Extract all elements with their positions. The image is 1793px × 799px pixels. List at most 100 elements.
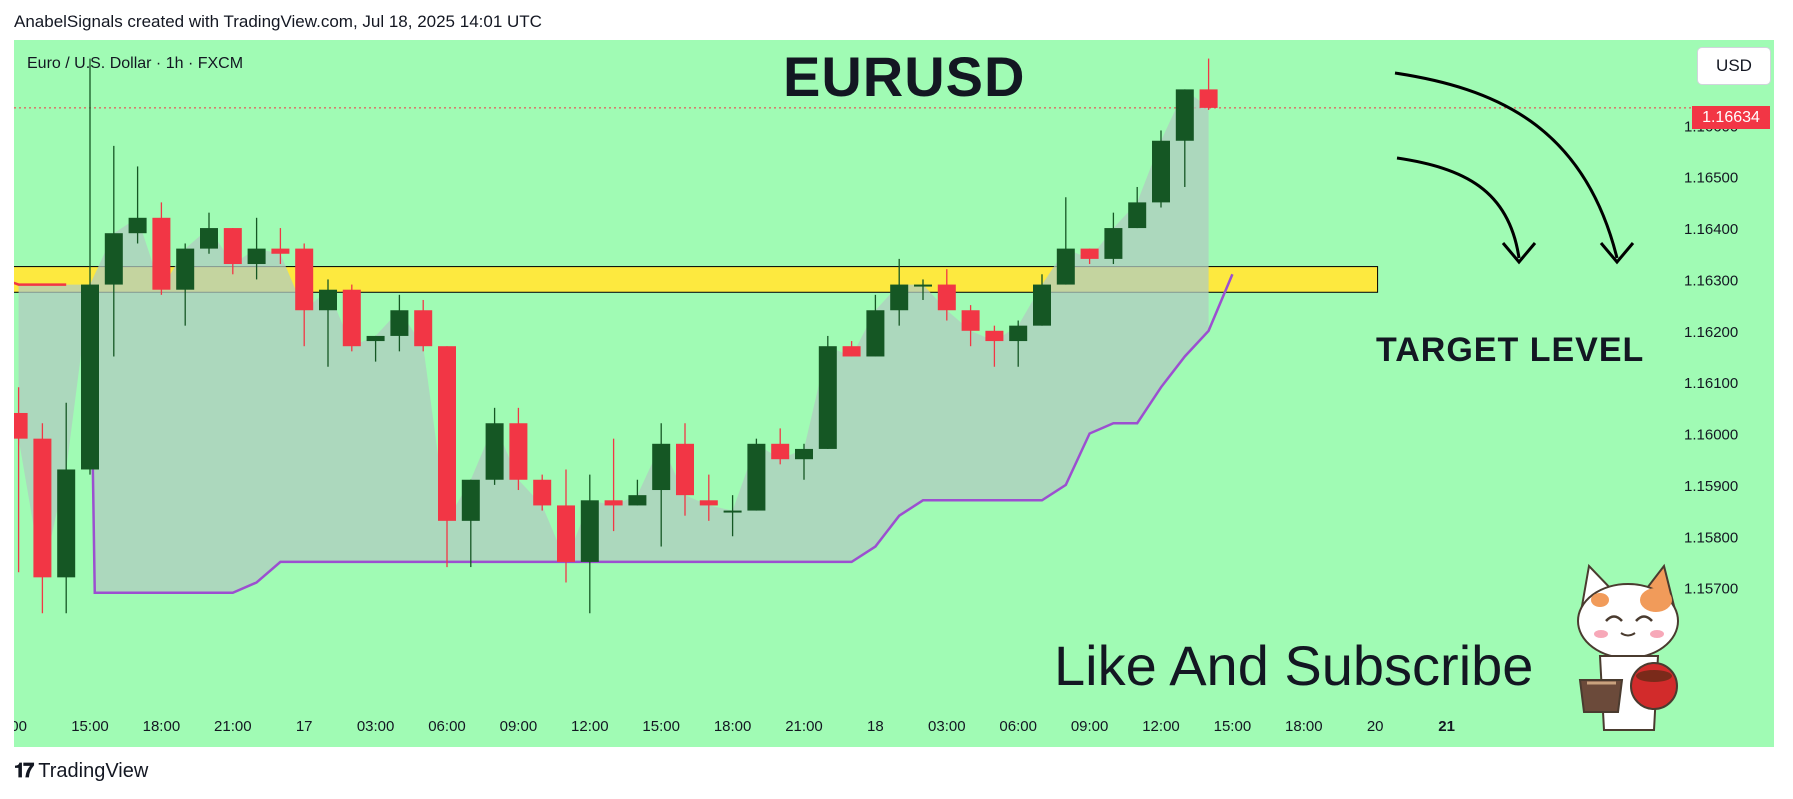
candle-body	[461, 479, 480, 521]
x-tick-label: 03:00	[928, 718, 966, 735]
candle-27[interactable]	[652, 423, 671, 547]
candle-10[interactable]	[247, 217, 266, 280]
candle-29[interactable]	[699, 474, 718, 521]
candle-body	[723, 510, 742, 513]
candle-45[interactable]	[1080, 248, 1099, 265]
candle-3[interactable]	[81, 58, 99, 475]
candle-9[interactable]	[223, 228, 242, 275]
candle-50[interactable]	[1199, 58, 1218, 110]
candle-body	[676, 443, 694, 496]
candle-40[interactable]	[961, 305, 980, 347]
candle-body	[1128, 202, 1147, 229]
trail-line	[88, 273, 1234, 594]
candle-body	[842, 346, 861, 357]
y-tick-label: 1.16200	[1684, 324, 1738, 341]
cat-mascot-icon	[1577, 563, 1679, 731]
candle-2[interactable]	[57, 402, 76, 614]
candle-15[interactable]	[366, 335, 385, 362]
trail-line-red-segment	[14, 281, 67, 286]
candle-32[interactable]	[771, 428, 790, 465]
candle-12[interactable]	[295, 243, 314, 347]
candle-body	[866, 310, 885, 357]
candle-0[interactable]	[14, 387, 28, 573]
currency-button[interactable]: USD	[1698, 48, 1770, 84]
symbol-info: Euro / U.S. Dollar · 1h · FXCM	[27, 55, 244, 72]
y-tick-label: 1.15700	[1684, 581, 1738, 598]
candle-body	[1175, 89, 1194, 141]
candle-38[interactable]	[914, 279, 932, 300]
candle-body	[580, 500, 599, 562]
candle-body	[914, 284, 932, 287]
candle-30[interactable]	[723, 495, 742, 537]
candle-13[interactable]	[319, 279, 337, 367]
candle-body	[1152, 140, 1170, 203]
candle-28[interactable]	[676, 423, 694, 516]
candle-24[interactable]	[580, 474, 599, 614]
candle-body	[985, 330, 1004, 342]
arrow-short	[1396, 156, 1521, 259]
candle-body	[890, 284, 909, 311]
candle-body	[14, 412, 28, 439]
candle-46[interactable]	[1104, 212, 1123, 265]
candle-body	[223, 228, 242, 265]
candle-body	[152, 217, 171, 290]
candle-26[interactable]	[628, 479, 647, 506]
candle-22[interactable]	[533, 474, 552, 511]
x-tick-label: 00	[14, 718, 27, 735]
candle-body	[271, 248, 290, 254]
candle-7[interactable]	[176, 243, 195, 326]
tradingview-mark-icon: 𝟏𝟕	[14, 760, 34, 782]
y-tick-label: 1.16500	[1684, 170, 1738, 187]
x-tick-label: 12:00	[571, 718, 609, 735]
candle-31[interactable]	[747, 438, 766, 511]
candle-35[interactable]	[842, 341, 861, 357]
candle-39[interactable]	[937, 269, 956, 321]
x-tick-label: 21:00	[785, 718, 823, 735]
candle-23[interactable]	[557, 469, 575, 583]
candle-5[interactable]	[128, 166, 147, 244]
candle-47[interactable]	[1128, 186, 1147, 229]
attribution-text: AnabelSignals created with TradingView.c…	[14, 12, 542, 31]
candle-44[interactable]	[1056, 197, 1075, 285]
candle-body	[342, 289, 361, 347]
candle-42[interactable]	[1009, 320, 1028, 367]
candle-body	[200, 228, 218, 249]
candle-19[interactable]	[461, 479, 480, 568]
candle-36[interactable]	[866, 294, 885, 357]
x-tick-label: 06:00	[999, 718, 1037, 735]
price-chart[interactable]: 1.166001.165001.164001.163001.162001.161…	[14, 40, 1774, 747]
candle-body	[1056, 248, 1075, 285]
candle-43[interactable]	[1033, 274, 1051, 326]
candle-18[interactable]	[438, 346, 456, 568]
x-tick-label: 15:00	[642, 718, 680, 735]
candle-body	[81, 284, 99, 470]
candle-4[interactable]	[104, 145, 123, 357]
candle-25[interactable]	[604, 438, 623, 532]
x-tick-label: 15:00	[1214, 718, 1252, 735]
x-tick-label: 09:00	[1071, 718, 1109, 735]
candle-body	[247, 248, 266, 265]
candle-8[interactable]	[200, 212, 218, 254]
candle-21[interactable]	[509, 407, 528, 491]
candle-1[interactable]	[33, 423, 52, 614]
candle-body	[533, 479, 552, 506]
candle-33[interactable]	[795, 443, 813, 480]
candle-49[interactable]	[1175, 89, 1194, 187]
candle-16[interactable]	[390, 294, 409, 352]
tradingview-logo[interactable]: 𝟏𝟕 TradingView	[14, 760, 148, 783]
candle-37[interactable]	[890, 258, 909, 326]
candle-body	[176, 248, 195, 290]
candle-41[interactable]	[985, 325, 1004, 367]
candle-48[interactable]	[1152, 130, 1170, 208]
candle-6[interactable]	[152, 202, 171, 295]
candle-17[interactable]	[414, 299, 433, 352]
candle-34[interactable]	[818, 335, 837, 449]
y-tick-label: 1.16000	[1684, 427, 1738, 444]
target-level-label: TARGET LEVEL	[1376, 331, 1645, 369]
candle-11[interactable]	[271, 228, 290, 265]
candle-20[interactable]	[485, 407, 504, 485]
candle-14[interactable]	[342, 284, 361, 352]
y-tick-label: 1.16400	[1684, 221, 1738, 238]
candle-body	[747, 443, 766, 511]
x-tick-label: 15:00	[71, 718, 109, 735]
